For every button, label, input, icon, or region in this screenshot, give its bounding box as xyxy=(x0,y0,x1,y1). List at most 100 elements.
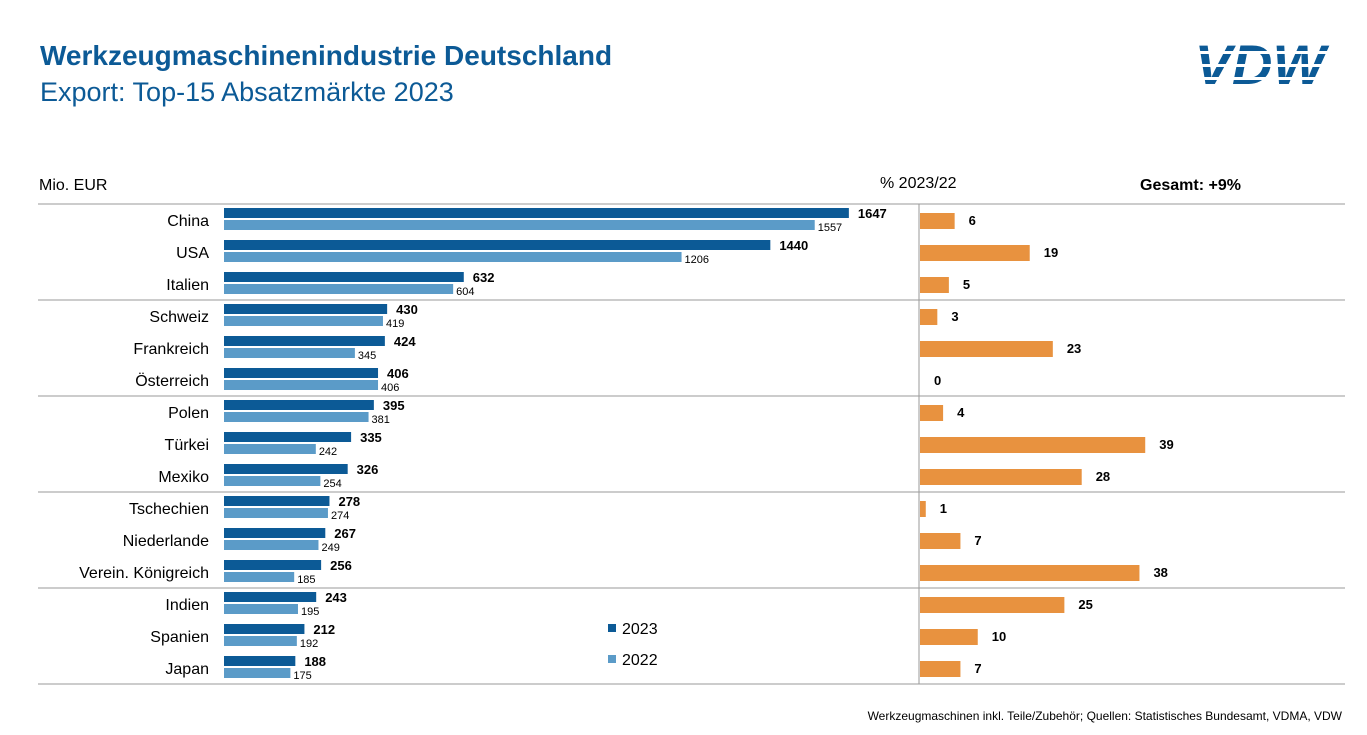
bar-2022 xyxy=(224,348,355,358)
value-label-2022: 419 xyxy=(386,318,404,330)
bar-2023 xyxy=(224,560,322,570)
pct-bar xyxy=(920,341,1053,357)
value-label-2023: 335 xyxy=(360,430,382,445)
value-label-2023: 424 xyxy=(394,334,416,349)
vdw-logo: VDW xyxy=(1170,38,1350,90)
pct-bar xyxy=(920,565,1140,581)
bar-2023 xyxy=(224,304,388,314)
source-note: Werkzeugmaschinen inkl. Teile/Zubehör; Q… xyxy=(867,709,1342,723)
pct-value-label: 5 xyxy=(963,277,970,292)
pct-value-label: 19 xyxy=(1044,245,1058,260)
pct-bar xyxy=(920,405,944,421)
bar-2023 xyxy=(224,240,771,250)
legend-label-2022: 2022 xyxy=(622,652,658,669)
bar-2022 xyxy=(224,572,295,582)
category-label: Tschechien xyxy=(129,501,209,518)
bar-2023 xyxy=(224,208,849,218)
category-label: Österreich xyxy=(135,372,209,390)
pct-value-label: 39 xyxy=(1159,437,1173,452)
pct-bar xyxy=(920,597,1065,613)
pct-bar xyxy=(920,661,961,677)
bar-2023 xyxy=(224,624,305,634)
value-label-2023: 632 xyxy=(473,270,495,285)
legend-swatch-2022 xyxy=(608,655,616,663)
pct-value-label: 7 xyxy=(974,661,981,676)
value-label-2023: 326 xyxy=(357,462,379,477)
bar-2022 xyxy=(224,540,319,550)
value-label-2022: 406 xyxy=(381,382,399,394)
bar-2022 xyxy=(224,220,815,230)
value-label-2022: 274 xyxy=(331,510,349,522)
total-change-label: Gesamt: +9% xyxy=(1140,177,1241,194)
bar-2022 xyxy=(224,476,321,486)
category-label: Niederlande xyxy=(123,533,209,550)
bar-2022 xyxy=(224,284,454,294)
pct-value-label: 3 xyxy=(951,309,958,324)
value-label-2022: 242 xyxy=(319,446,337,458)
value-label-2022: 604 xyxy=(456,286,474,298)
category-label: USA xyxy=(176,245,209,262)
bar-2022 xyxy=(224,604,298,614)
value-label-2022: 345 xyxy=(358,350,376,362)
pct-value-label: 25 xyxy=(1078,597,1092,612)
bar-2022 xyxy=(224,316,383,326)
bar-2023 xyxy=(224,432,352,442)
bar-2022 xyxy=(224,668,291,678)
bar-2022 xyxy=(224,636,297,646)
category-label: Frankreich xyxy=(133,341,209,358)
pct-bar xyxy=(920,437,1146,453)
value-label-2023: 212 xyxy=(313,622,335,637)
pct-bar xyxy=(920,629,978,645)
value-label-2023: 256 xyxy=(330,558,352,573)
value-label-2022: 249 xyxy=(321,542,339,554)
value-label-2023: 267 xyxy=(334,526,356,541)
pct-bar xyxy=(920,277,949,293)
value-label-2022: 381 xyxy=(372,414,390,426)
value-label-2022: 1557 xyxy=(818,222,842,234)
bar-2022 xyxy=(224,412,369,422)
pct-value-label: 4 xyxy=(957,405,965,420)
legend-label-2023: 2023 xyxy=(622,621,658,638)
value-label-2022: 192 xyxy=(300,638,318,650)
value-label-2023: 1647 xyxy=(858,206,887,221)
bar-2023 xyxy=(224,528,326,538)
bar-2023 xyxy=(224,336,385,346)
value-label-2022: 1206 xyxy=(685,254,709,266)
bar-2022 xyxy=(224,508,328,518)
category-label: Italien xyxy=(166,277,209,294)
bar-2022 xyxy=(224,444,316,454)
value-label-2022: 185 xyxy=(297,574,315,586)
value-label-2023: 430 xyxy=(396,302,418,317)
pct-value-label: 0 xyxy=(934,373,941,388)
value-label-2023: 406 xyxy=(387,366,409,381)
pct-bar xyxy=(920,213,955,229)
pct-value-label: 38 xyxy=(1153,565,1167,580)
pct-bar xyxy=(920,501,926,517)
category-label: Indien xyxy=(165,597,209,614)
bar-2023 xyxy=(224,592,317,602)
category-label: Verein. Königreich xyxy=(79,565,209,582)
category-label: Japan xyxy=(165,661,209,678)
category-label: Schweiz xyxy=(149,309,209,326)
value-label-2023: 243 xyxy=(325,590,347,605)
pct-value-label: 6 xyxy=(969,213,976,228)
category-label: Mexiko xyxy=(158,469,209,486)
category-label: Spanien xyxy=(150,629,209,646)
legend-swatch-2023 xyxy=(608,624,616,632)
bar-2022 xyxy=(224,380,379,390)
pct-bar xyxy=(920,533,961,549)
pct-bar xyxy=(920,469,1082,485)
chart-subtitle: Export: Top-15 Absatzmärkte 2023 xyxy=(40,77,454,107)
category-label: Türkei xyxy=(165,437,209,454)
unit-label: Mio. EUR xyxy=(39,177,108,194)
bar-2023 xyxy=(224,272,464,282)
category-label: Polen xyxy=(168,405,209,422)
value-label-2023: 1440 xyxy=(779,238,808,253)
pct-bar xyxy=(920,309,938,325)
bar-2023 xyxy=(224,496,330,506)
bar-2023 xyxy=(224,464,348,474)
bar-2023 xyxy=(224,656,296,666)
bar-2023 xyxy=(224,368,379,378)
value-label-2023: 278 xyxy=(338,494,360,509)
